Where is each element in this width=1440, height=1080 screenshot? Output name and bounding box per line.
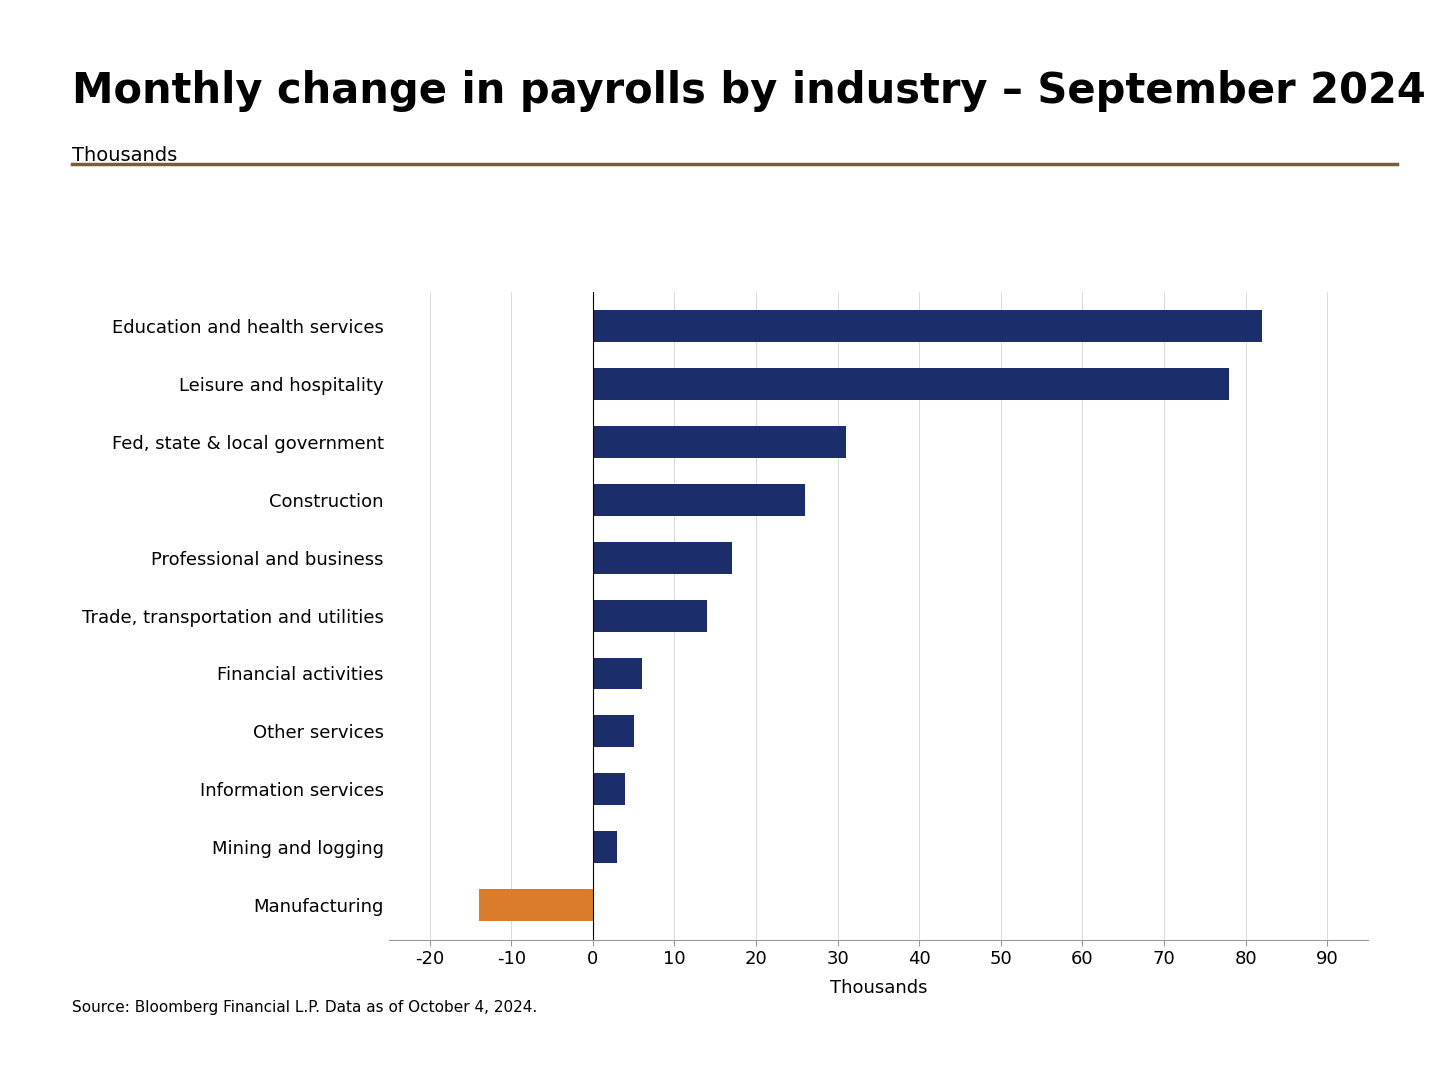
Text: Thousands: Thousands (72, 146, 177, 165)
Bar (593, 484, 805, 516)
Bar (593, 599, 707, 632)
X-axis label: Thousands: Thousands (829, 980, 927, 997)
Text: Monthly change in payrolls by industry – September 2024: Monthly change in payrolls by industry –… (72, 70, 1426, 112)
Bar (593, 832, 618, 863)
Bar (593, 773, 625, 805)
Bar (593, 368, 1230, 400)
Bar (593, 715, 634, 747)
Bar (593, 310, 1261, 342)
Bar (593, 427, 845, 458)
Text: Source: Bloomberg Financial L.P. Data as of October 4, 2024.: Source: Bloomberg Financial L.P. Data as… (72, 1000, 537, 1015)
Bar (593, 542, 732, 573)
Bar (478, 889, 593, 921)
Bar (593, 658, 642, 689)
